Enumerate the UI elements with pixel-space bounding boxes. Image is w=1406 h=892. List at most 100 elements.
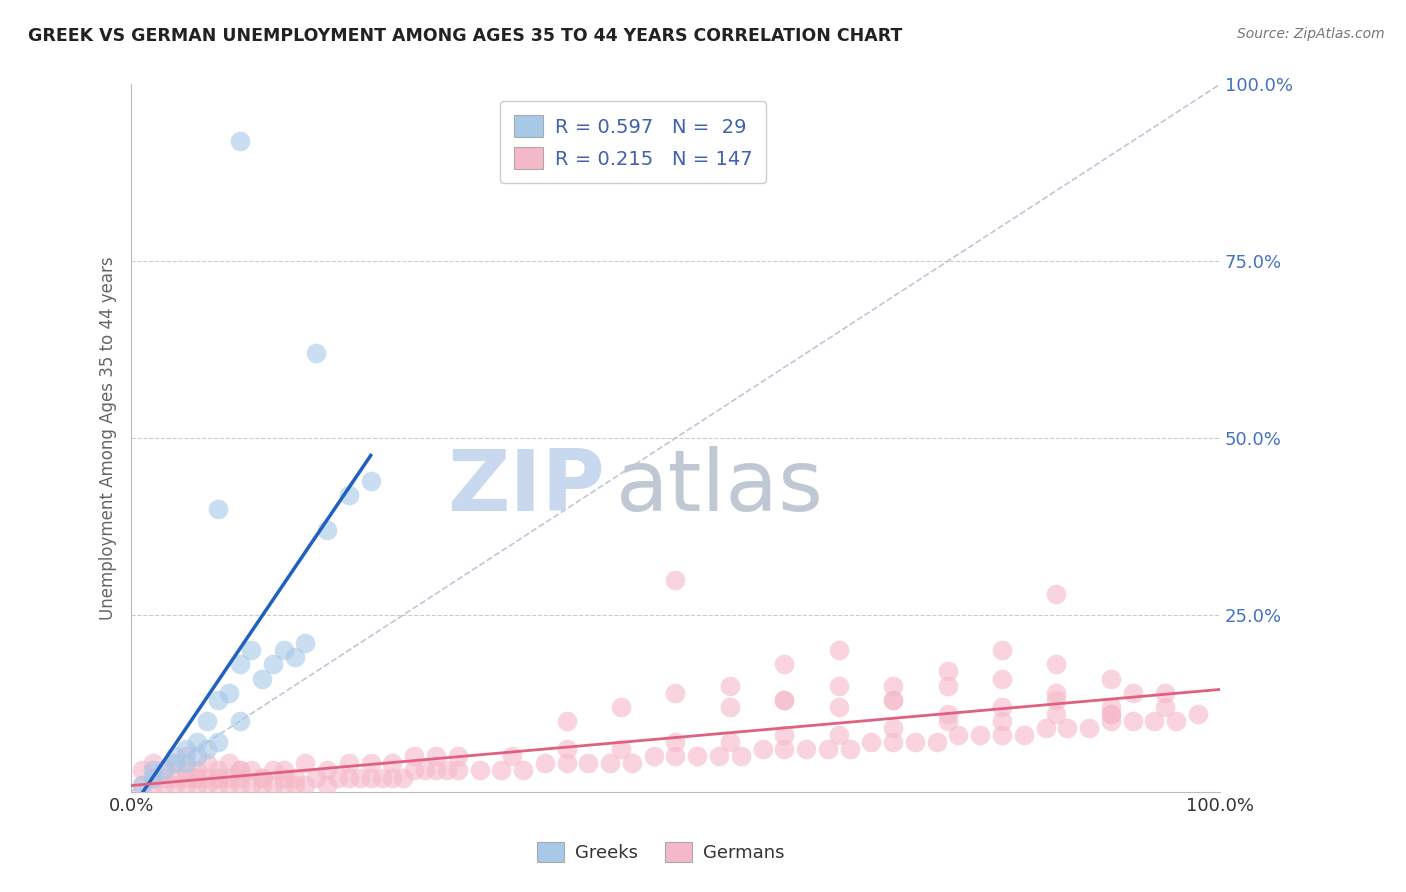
Point: [1078, 721, 1101, 735]
Point: [337, 756, 360, 771]
Point: [882, 679, 904, 693]
Point: [991, 714, 1014, 728]
Text: GREEK VS GERMAN UNEMPLOYMENT AMONG AGES 35 TO 44 YEARS CORRELATION CHART: GREEK VS GERMAN UNEMPLOYMENT AMONG AGES …: [28, 27, 903, 45]
Point: [828, 643, 851, 657]
Point: [240, 643, 263, 657]
Point: [936, 665, 959, 679]
Point: [316, 778, 339, 792]
Point: [360, 771, 382, 785]
Point: [1154, 699, 1177, 714]
Point: [349, 771, 371, 785]
Point: [664, 686, 686, 700]
Point: [555, 714, 578, 728]
Point: [404, 764, 426, 778]
Point: [447, 764, 470, 778]
Point: [381, 756, 404, 771]
Point: [1166, 714, 1188, 728]
Point: [1056, 721, 1078, 735]
Point: [229, 764, 252, 778]
Point: [283, 771, 305, 785]
Point: [186, 771, 208, 785]
Point: [773, 692, 796, 706]
Point: [142, 756, 165, 771]
Point: [1122, 686, 1144, 700]
Point: [555, 742, 578, 756]
Point: [240, 764, 263, 778]
Text: Source: ZipAtlas.com: Source: ZipAtlas.com: [1237, 27, 1385, 41]
Point: [197, 714, 219, 728]
Legend: R = 0.597   N =  29, R = 0.215   N = 147: R = 0.597 N = 29, R = 0.215 N = 147: [501, 101, 766, 183]
Point: [207, 501, 229, 516]
Point: [229, 657, 252, 672]
Point: [794, 742, 817, 756]
Point: [501, 749, 523, 764]
Point: [316, 523, 339, 537]
Point: [936, 714, 959, 728]
Point: [882, 721, 904, 735]
Point: [186, 778, 208, 792]
Point: [718, 679, 741, 693]
Point: [207, 771, 229, 785]
Point: [664, 749, 686, 764]
Point: [413, 764, 436, 778]
Point: [1045, 706, 1067, 721]
Point: [773, 728, 796, 742]
Point: [229, 778, 252, 792]
Point: [948, 728, 970, 742]
Point: [491, 764, 513, 778]
Point: [174, 742, 197, 756]
Point: [163, 749, 186, 764]
Point: [207, 764, 229, 778]
Point: [664, 573, 686, 587]
Legend: Greeks, Germans: Greeks, Germans: [530, 834, 792, 870]
Point: [392, 771, 415, 785]
Point: [207, 692, 229, 706]
Point: [197, 778, 219, 792]
Point: [262, 778, 284, 792]
Point: [1012, 728, 1035, 742]
Point: [207, 771, 229, 785]
Point: [174, 778, 197, 792]
Point: [512, 764, 534, 778]
Point: [142, 771, 165, 785]
Point: [131, 778, 153, 792]
Point: [174, 756, 197, 771]
Point: [664, 735, 686, 749]
Point: [283, 650, 305, 665]
Point: [686, 749, 709, 764]
Point: [882, 692, 904, 706]
Point: [305, 771, 328, 785]
Point: [316, 764, 339, 778]
Point: [1045, 657, 1067, 672]
Point: [229, 764, 252, 778]
Point: [882, 735, 904, 749]
Point: [174, 764, 197, 778]
Point: [294, 778, 316, 792]
Point: [142, 764, 165, 778]
Point: [153, 764, 176, 778]
Point: [240, 778, 263, 792]
Point: [1154, 686, 1177, 700]
Point: [991, 643, 1014, 657]
Point: [337, 771, 360, 785]
Point: [229, 714, 252, 728]
Point: [186, 749, 208, 764]
Point: [991, 672, 1014, 686]
Point: [218, 686, 240, 700]
Point: [381, 771, 404, 785]
Point: [828, 728, 851, 742]
Point: [425, 764, 447, 778]
Text: ZIP: ZIP: [447, 446, 605, 529]
Point: [273, 643, 295, 657]
Point: [404, 749, 426, 764]
Point: [262, 764, 284, 778]
Point: [163, 771, 186, 785]
Point: [197, 771, 219, 785]
Point: [1187, 706, 1209, 721]
Point: [620, 756, 643, 771]
Point: [283, 778, 305, 792]
Point: [599, 756, 621, 771]
Point: [142, 771, 165, 785]
Point: [1045, 587, 1067, 601]
Point: [131, 778, 153, 792]
